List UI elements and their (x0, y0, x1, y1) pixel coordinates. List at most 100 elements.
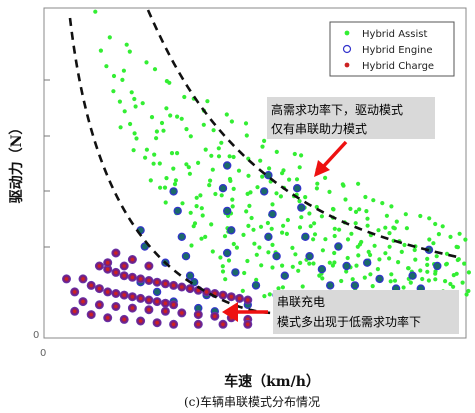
annotation-low-demand-line-2: 模式多出现于低需求功率下 (277, 314, 421, 329)
data-point-hybrid-assist (98, 48, 103, 53)
data-point-hybrid-assist (356, 253, 361, 258)
data-point-hybrid-assist (418, 268, 423, 273)
data-point-hybrid-charge (213, 314, 217, 319)
data-point-hybrid-assist (280, 263, 285, 268)
data-point-hybrid-charge (163, 282, 168, 286)
data-point-hybrid-assist (241, 232, 246, 237)
data-point-hybrid-assist (246, 223, 251, 228)
data-point-hybrid-assist (162, 185, 168, 190)
data-point-hybrid-charge (138, 319, 143, 323)
data-point-hybrid-assist (444, 251, 450, 256)
data-point-hybrid-charge (89, 312, 93, 317)
data-point-hybrid-assist (270, 265, 275, 270)
data-point-hybrid-charge (122, 273, 126, 278)
data-point-hybrid-assist (167, 80, 172, 85)
data-point-hybrid-engine (301, 232, 310, 241)
data-point-hybrid-assist (157, 161, 162, 166)
data-point-hybrid-assist (293, 252, 298, 257)
data-point-hybrid-assist (466, 288, 471, 294)
data-point-hybrid-charge (130, 257, 135, 262)
data-point-hybrid-engine (280, 271, 289, 280)
data-point-hybrid-assist (312, 221, 317, 226)
data-point-hybrid-assist (412, 247, 417, 253)
data-point-hybrid-assist (290, 245, 295, 250)
data-point-hybrid-engine (408, 271, 417, 280)
data-point-hybrid-assist (320, 248, 325, 253)
data-point-hybrid-assist (260, 174, 265, 179)
data-point-hybrid-assist (298, 260, 303, 265)
boundary-curve-upper (146, 9, 463, 260)
data-point-hybrid-charge (130, 275, 135, 280)
data-point-hybrid-assist (307, 211, 312, 216)
data-point-hybrid-assist (262, 138, 267, 143)
data-point-hybrid-engine (268, 209, 277, 219)
data-point-hybrid-assist (462, 261, 467, 266)
data-point-hybrid-assist (425, 256, 430, 261)
data-point-hybrid-assist (337, 227, 342, 232)
data-point-hybrid-assist (209, 222, 214, 227)
data-point-hybrid-assist (207, 183, 212, 188)
legend-label-hybrid-charge: Hybrid Charge (362, 61, 434, 72)
data-point-hybrid-assist (464, 292, 469, 297)
data-point-hybrid-charge (213, 291, 217, 296)
data-point-hybrid-assist (287, 177, 292, 182)
data-point-hybrid-assist (175, 151, 180, 156)
data-point-hybrid-assist (129, 90, 134, 95)
data-point-hybrid-assist (365, 216, 370, 221)
data-point-hybrid-engine (231, 268, 240, 277)
data-point-hybrid-assist (363, 194, 368, 200)
data-point-hybrid-assist (203, 234, 208, 239)
data-point-hybrid-assist (227, 154, 232, 159)
data-point-hybrid-assist (308, 224, 313, 229)
data-point-hybrid-assist (315, 181, 320, 186)
data-point-hybrid-assist (456, 257, 461, 262)
data-point-hybrid-charge (114, 291, 118, 296)
data-point-hybrid-assist (451, 273, 456, 278)
data-point-hybrid-assist (117, 99, 122, 104)
data-point-hybrid-assist (433, 277, 438, 282)
annotation-high-demand-line-1: 高需求功率下，驱动模式 (271, 102, 403, 117)
data-point-hybrid-assist (219, 140, 224, 145)
data-point-hybrid-charge (196, 288, 201, 293)
data-point-hybrid-assist (180, 201, 185, 206)
data-point-hybrid-assist (323, 175, 328, 180)
data-point-hybrid-charge (122, 293, 126, 297)
legend-label-hybrid-engine: Hybrid Engine (362, 45, 432, 56)
data-point-hybrid-assist (311, 237, 316, 242)
data-point-hybrid-engine (334, 242, 343, 251)
data-point-hybrid-assist (344, 269, 349, 274)
data-point-hybrid-charge (147, 307, 151, 312)
data-point-hybrid-assist (387, 231, 392, 236)
data-point-hybrid-assist (362, 275, 367, 280)
data-point-hybrid-assist (231, 186, 236, 191)
data-point-hybrid-assist (274, 191, 279, 196)
data-point-hybrid-charge (171, 322, 176, 327)
data-point-hybrid-charge (130, 306, 135, 310)
data-point-hybrid-assist (143, 155, 148, 160)
data-point-hybrid-assist (350, 277, 355, 282)
data-point-hybrid-charge (246, 298, 250, 302)
data-point-hybrid-assist (427, 216, 432, 221)
data-point-hybrid-assist (224, 112, 229, 117)
data-point-hybrid-assist (364, 209, 369, 214)
data-point-hybrid-assist (216, 154, 222, 159)
annotation-arrow-2 (222, 302, 238, 322)
data-point-hybrid-charge (147, 264, 151, 268)
data-point-hybrid-charge (180, 285, 184, 289)
data-point-hybrid-assist (140, 101, 145, 106)
data-point-hybrid-assist (269, 226, 274, 231)
data-point-hybrid-engine (363, 258, 372, 267)
data-point-hybrid-charge (138, 277, 143, 281)
data-point-hybrid-assist (262, 294, 267, 299)
series-hybrid-charge (62, 248, 253, 329)
data-point-hybrid-engine (169, 187, 178, 196)
data-point-hybrid-assist (131, 148, 136, 153)
data-point-hybrid-assist (200, 213, 205, 218)
data-point-hybrid-charge (97, 286, 102, 291)
data-point-hybrid-assist (281, 168, 286, 173)
data-point-hybrid-assist (463, 237, 468, 242)
data-point-hybrid-assist (144, 147, 149, 152)
data-point-hybrid-assist (244, 209, 249, 214)
data-point-hybrid-charge (130, 294, 135, 299)
data-point-hybrid-charge (72, 290, 77, 294)
